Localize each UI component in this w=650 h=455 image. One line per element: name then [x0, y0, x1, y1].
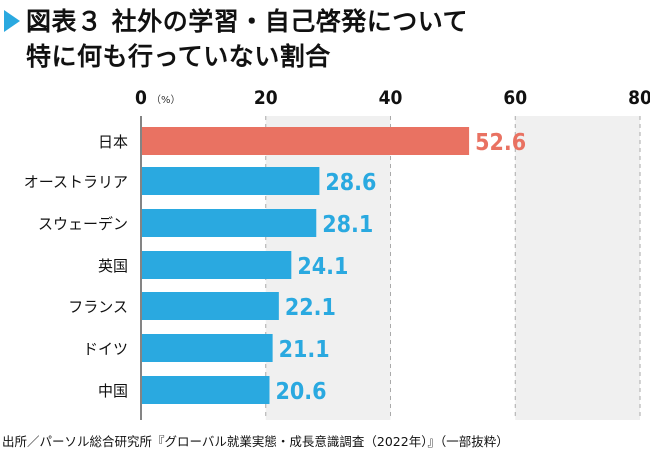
- data-label: 28.6: [325, 170, 376, 196]
- category-label: フランス: [68, 298, 128, 316]
- data-label: 52.6: [475, 130, 526, 156]
- data-label: 21.1: [279, 337, 330, 363]
- x-tick-label: 60: [503, 87, 527, 109]
- category-label: スウェーデン: [38, 215, 128, 233]
- bar: [142, 292, 279, 320]
- data-label: 28.1: [322, 212, 373, 238]
- category-label: オーストラリア: [24, 173, 128, 191]
- category-label: 英国: [98, 257, 128, 275]
- data-label: 22.1: [285, 295, 336, 321]
- category-label: ドイツ: [83, 340, 128, 358]
- x-tick-label: 0: [135, 87, 147, 109]
- category-label: 日本: [98, 133, 128, 151]
- data-label: 20.6: [275, 379, 326, 405]
- bar: [142, 127, 470, 155]
- unit-label: （%）: [151, 94, 181, 106]
- chart-title-line2: 特に何も行っていない割合: [26, 42, 331, 71]
- bar: [142, 209, 317, 237]
- triangle-marker-icon: [4, 10, 20, 32]
- category-label: 中国: [98, 382, 128, 400]
- bar: [142, 167, 320, 195]
- x-tick-label: 40: [379, 87, 403, 109]
- x-tick-label: 80: [628, 87, 650, 109]
- data-label: 24.1: [297, 254, 348, 280]
- chart-title-line1: 図表３ 社外の学習・自己啓発について: [26, 7, 468, 36]
- source-note: 出所／パーソル総合研究所『グローバル就業実態・成長意識調査（2022年）』（一部…: [2, 434, 509, 449]
- grid-band: [515, 116, 640, 420]
- bar: [142, 251, 292, 279]
- x-tick-label: 20: [254, 87, 278, 109]
- bar: [142, 334, 273, 362]
- bar: [142, 376, 270, 404]
